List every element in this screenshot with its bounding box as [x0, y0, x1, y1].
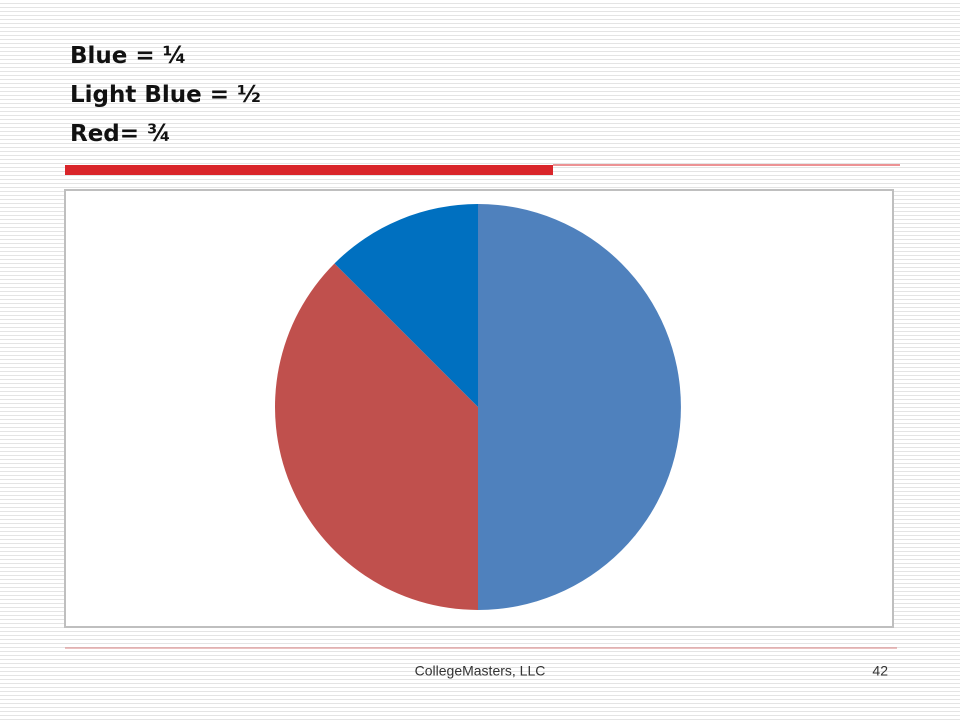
footer-text: CollegeMasters, LLC: [415, 663, 546, 679]
accent-bar: [65, 165, 553, 175]
title-line: Blue = ¼: [70, 43, 186, 69]
page-number: 42: [872, 663, 888, 679]
pie-slice: [275, 263, 478, 610]
pie-slice: [478, 204, 681, 610]
pie-slice: [334, 204, 478, 407]
pie: [275, 204, 681, 610]
title-line: Red= ¾: [70, 121, 171, 147]
title-line: Light Blue = ½: [70, 82, 261, 108]
